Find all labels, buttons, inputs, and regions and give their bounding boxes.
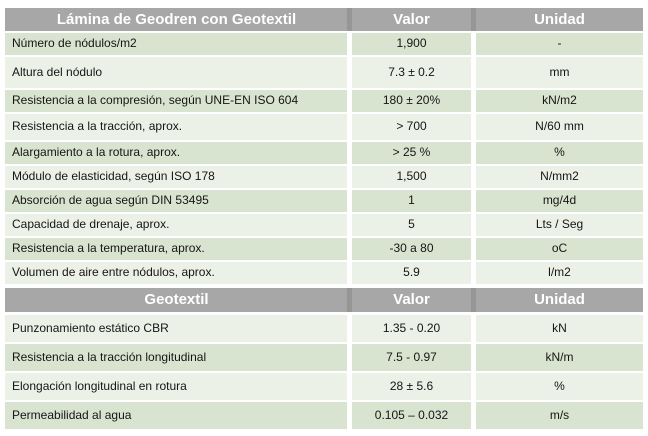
table-row: Resistencia a la tracción longitudinal 7… xyxy=(5,344,643,371)
param-label: Punzonamiento estático CBR xyxy=(5,315,347,342)
param-unit: kN/m xyxy=(476,344,643,371)
param-value: 7.3 ± 0.2 xyxy=(352,57,471,88)
param-value: 180 ± 20% xyxy=(352,90,471,112)
param-value: 7.5 - 0.97 xyxy=(352,344,471,371)
table-row: Resistencia a la temperatura, aprox. -30… xyxy=(5,238,643,260)
param-unit: mg/4d xyxy=(476,190,643,212)
table-row: Punzonamiento estático CBR 1.35 - 0.20 k… xyxy=(5,315,643,342)
table-title: Geotextil xyxy=(5,288,347,312)
param-unit: kN xyxy=(476,315,643,342)
param-unit: N/mm2 xyxy=(476,166,643,188)
spec-table-geodren: Lámina de Geodren con Geotextil Valor Un… xyxy=(5,8,643,284)
param-label: Resistencia a la tracción, aprox. xyxy=(5,114,347,140)
param-value: -30 a 80 xyxy=(352,238,471,260)
param-label: Número de nódulos/m2 xyxy=(5,33,347,55)
param-label: Altura del nódulo xyxy=(5,57,347,88)
param-label: Alargamiento a la rotura, aprox. xyxy=(5,142,347,164)
table-row: Alargamiento a la rotura, aprox. > 25 % … xyxy=(5,142,643,164)
param-value: > 700 xyxy=(352,114,471,140)
param-unit: m/s xyxy=(476,402,643,429)
param-unit: l/m2 xyxy=(476,262,643,284)
param-unit: - xyxy=(476,33,643,55)
table-row: Elongación longitudinal en rotura 28 ± 5… xyxy=(5,373,643,400)
valor-column-header: Valor xyxy=(352,288,471,312)
param-label: Resistencia a la compresión, según UNE-E… xyxy=(5,90,347,112)
param-label: Absorción de agua según DIN 53495 xyxy=(5,190,347,212)
table-row: Altura del nódulo 7.3 ± 0.2 mm xyxy=(5,57,643,88)
valor-column-header: Valor xyxy=(352,8,471,31)
param-value: 0.105 – 0.032 xyxy=(352,402,471,429)
param-value: 1,900 xyxy=(352,33,471,55)
table-header-row: Geotextil Valor Unidad xyxy=(5,288,643,312)
param-unit: Lts / Seg xyxy=(476,214,643,236)
param-value: 5.9 xyxy=(352,262,471,284)
param-value: 5 xyxy=(352,214,471,236)
param-unit: % xyxy=(476,373,643,400)
table-body: Número de nódulos/m2 1,900 - Altura del … xyxy=(5,33,643,284)
param-label: Permeabilidad al agua xyxy=(5,402,347,429)
table-header-row: Lámina de Geodren con Geotextil Valor Un… xyxy=(5,8,643,31)
param-value: > 25 % xyxy=(352,142,471,164)
param-label: Volumen de aire entre nódulos, aprox. xyxy=(5,262,347,284)
param-unit: mm xyxy=(476,57,643,88)
table-row: Resistencia a la tracción, aprox. > 700 … xyxy=(5,114,643,140)
table-row: Volumen de aire entre nódulos, aprox. 5.… xyxy=(5,262,643,284)
table-row: Resistencia a la compresión, según UNE-E… xyxy=(5,90,643,112)
table-row: Número de nódulos/m2 1,900 - xyxy=(5,33,643,55)
param-value: 1.35 - 0.20 xyxy=(352,315,471,342)
table-row: Permeabilidad al agua 0.105 – 0.032 m/s xyxy=(5,402,643,429)
table-title: Lámina de Geodren con Geotextil xyxy=(5,8,347,31)
param-unit: kN/m2 xyxy=(476,90,643,112)
param-label: Elongación longitudinal en rotura xyxy=(5,373,347,400)
param-unit: N/60 mm xyxy=(476,114,643,140)
table-row: Absorción de agua según DIN 53495 1 mg/4… xyxy=(5,190,643,212)
table-row: Módulo de elasticidad, según ISO 178 1,5… xyxy=(5,166,643,188)
param-label: Resistencia a la tracción longitudinal xyxy=(5,344,347,371)
param-label: Resistencia a la temperatura, aprox. xyxy=(5,238,347,260)
param-value: 28 ± 5.6 xyxy=(352,373,471,400)
param-unit: % xyxy=(476,142,643,164)
param-value: 1,500 xyxy=(352,166,471,188)
param-label: Módulo de elasticidad, según ISO 178 xyxy=(5,166,347,188)
unidad-column-header: Unidad xyxy=(476,8,643,31)
spec-table-geotextil: Geotextil Valor Unidad Punzonamiento est… xyxy=(5,288,643,429)
param-unit: oC xyxy=(476,238,643,260)
param-label: Capacidad de drenaje, aprox. xyxy=(5,214,347,236)
table-row: Capacidad de drenaje, aprox. 5 Lts / Seg xyxy=(5,214,643,236)
param-value: 1 xyxy=(352,190,471,212)
unidad-column-header: Unidad xyxy=(476,288,643,312)
table-body: Punzonamiento estático CBR 1.35 - 0.20 k… xyxy=(5,315,643,429)
